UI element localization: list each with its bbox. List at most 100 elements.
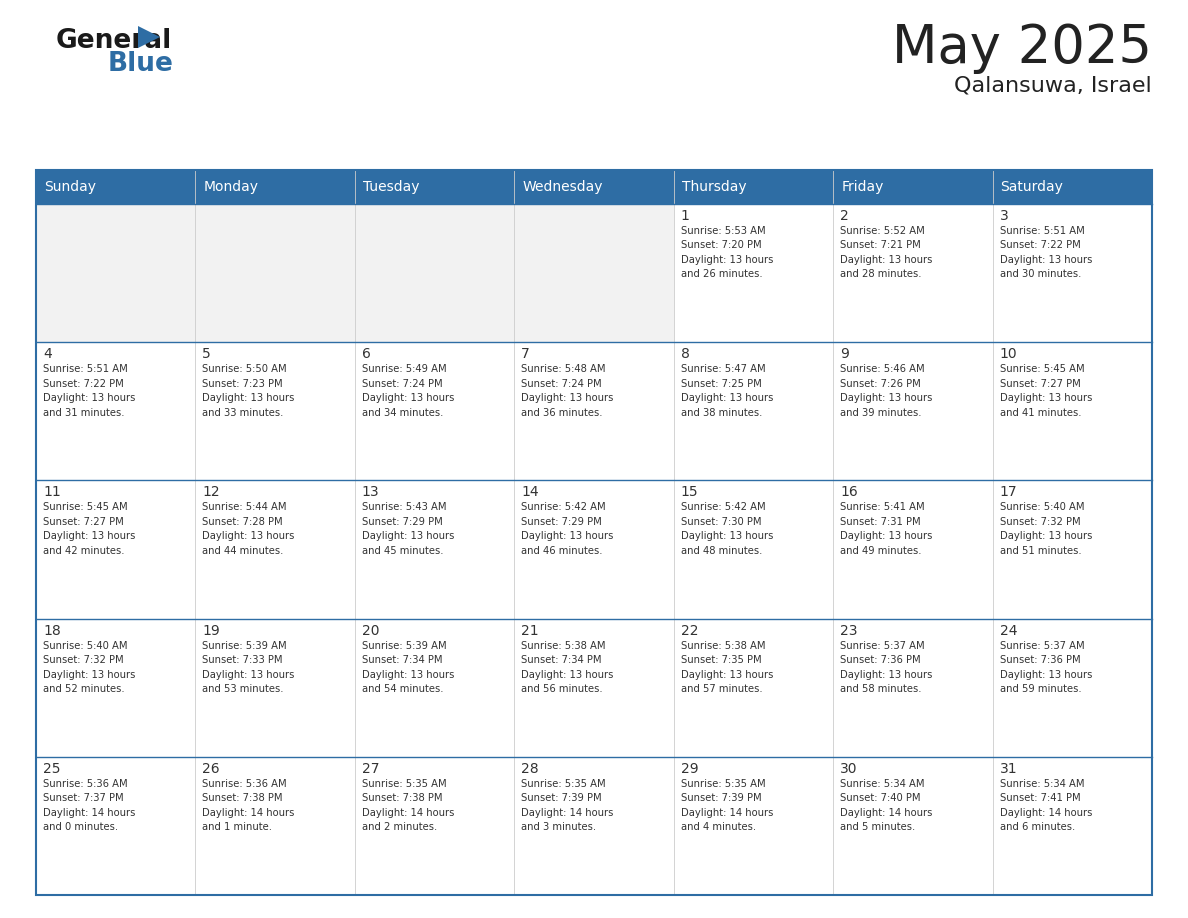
Text: Saturday: Saturday [1000,180,1063,194]
Text: Sunrise: 5:42 AM: Sunrise: 5:42 AM [681,502,765,512]
Text: Sunrise: 5:40 AM: Sunrise: 5:40 AM [999,502,1085,512]
Text: Sunrise: 5:40 AM: Sunrise: 5:40 AM [43,641,127,651]
Text: Daylight: 13 hours: Daylight: 13 hours [999,255,1092,264]
Text: and 54 minutes.: and 54 minutes. [362,684,443,694]
Bar [514,204,674,342]
Text: 28: 28 [522,762,539,776]
Text: Sunrise: 5:47 AM: Sunrise: 5:47 AM [681,364,765,374]
Text: Sunset: 7:24 PM: Sunset: 7:24 PM [362,378,442,388]
Text: Daylight: 14 hours: Daylight: 14 hours [202,808,295,818]
Text: and 0 minutes.: and 0 minutes. [43,823,118,833]
Text: Sunrise: 5:51 AM: Sunrise: 5:51 AM [999,226,1085,236]
Text: Sunset: 7:29 PM: Sunset: 7:29 PM [522,517,602,527]
Polygon shape [138,26,160,48]
Text: Sunset: 7:23 PM: Sunset: 7:23 PM [202,378,283,388]
Text: 23: 23 [840,623,858,638]
Text: Sunset: 7:31 PM: Sunset: 7:31 PM [840,517,921,527]
Text: Sunrise: 5:39 AM: Sunrise: 5:39 AM [202,641,287,651]
Text: Sunrise: 5:52 AM: Sunrise: 5:52 AM [840,226,925,236]
Bar [992,756,1152,895]
Text: Sunrise: 5:36 AM: Sunrise: 5:36 AM [43,778,127,789]
Text: Sunrise: 5:38 AM: Sunrise: 5:38 AM [522,641,606,651]
Text: Daylight: 13 hours: Daylight: 13 hours [522,532,614,542]
Text: Sunset: 7:36 PM: Sunset: 7:36 PM [999,655,1080,665]
Bar [36,756,196,895]
Bar [355,342,514,480]
Text: and 42 minutes.: and 42 minutes. [43,546,125,555]
Bar [355,619,514,756]
Text: Sunrise: 5:38 AM: Sunrise: 5:38 AM [681,641,765,651]
Bar [355,756,514,895]
Text: Sunset: 7:34 PM: Sunset: 7:34 PM [362,655,442,665]
Text: 29: 29 [681,762,699,776]
Text: Sunrise: 5:34 AM: Sunrise: 5:34 AM [999,778,1085,789]
Text: and 53 minutes.: and 53 minutes. [202,684,284,694]
Text: Sunset: 7:29 PM: Sunset: 7:29 PM [362,517,443,527]
Bar [514,619,674,756]
Text: Wednesday: Wednesday [523,180,602,194]
Text: 13: 13 [362,486,379,499]
Text: Daylight: 13 hours: Daylight: 13 hours [681,255,773,264]
Text: Daylight: 14 hours: Daylight: 14 hours [681,808,773,818]
Text: Daylight: 13 hours: Daylight: 13 hours [522,393,614,403]
Text: Daylight: 13 hours: Daylight: 13 hours [362,532,454,542]
Text: 2: 2 [840,208,849,223]
Text: 30: 30 [840,762,858,776]
Text: 22: 22 [681,623,699,638]
Text: Daylight: 14 hours: Daylight: 14 hours [43,808,135,818]
Text: Sunset: 7:38 PM: Sunset: 7:38 PM [362,793,442,803]
Bar [992,619,1152,756]
Bar [674,342,833,480]
Bar [196,619,355,756]
Bar [36,204,196,342]
Text: Sunrise: 5:35 AM: Sunrise: 5:35 AM [522,778,606,789]
Text: Sunset: 7:22 PM: Sunset: 7:22 PM [43,378,124,388]
Text: and 51 minutes.: and 51 minutes. [999,546,1081,555]
Text: Sunset: 7:30 PM: Sunset: 7:30 PM [681,517,762,527]
Text: Sunset: 7:21 PM: Sunset: 7:21 PM [840,241,921,251]
Text: and 6 minutes.: and 6 minutes. [999,823,1075,833]
Text: Daylight: 13 hours: Daylight: 13 hours [43,393,135,403]
Text: 14: 14 [522,486,539,499]
Text: 4: 4 [43,347,52,361]
Text: and 48 minutes.: and 48 minutes. [681,546,762,555]
Text: and 3 minutes.: and 3 minutes. [522,823,596,833]
Text: Sunrise: 5:45 AM: Sunrise: 5:45 AM [43,502,127,512]
Bar [674,619,833,756]
Text: General: General [56,28,172,54]
Text: 21: 21 [522,623,539,638]
Bar [514,756,674,895]
Text: and 59 minutes.: and 59 minutes. [999,684,1081,694]
Text: Sunrise: 5:48 AM: Sunrise: 5:48 AM [522,364,606,374]
Bar [196,204,355,342]
Text: Daylight: 13 hours: Daylight: 13 hours [840,532,933,542]
Text: Thursday: Thursday [682,180,746,194]
Text: Sunset: 7:28 PM: Sunset: 7:28 PM [202,517,283,527]
Text: and 52 minutes.: and 52 minutes. [43,684,125,694]
Text: Sunrise: 5:53 AM: Sunrise: 5:53 AM [681,226,765,236]
Text: Sunrise: 5:50 AM: Sunrise: 5:50 AM [202,364,287,374]
Bar [196,342,355,480]
Bar [833,170,992,204]
Text: and 33 minutes.: and 33 minutes. [202,408,284,418]
Text: Sunrise: 5:41 AM: Sunrise: 5:41 AM [840,502,924,512]
Text: and 31 minutes.: and 31 minutes. [43,408,125,418]
Text: Sunrise: 5:34 AM: Sunrise: 5:34 AM [840,778,924,789]
Text: 24: 24 [999,623,1017,638]
Text: Sunrise: 5:43 AM: Sunrise: 5:43 AM [362,502,447,512]
Text: and 5 minutes.: and 5 minutes. [840,823,916,833]
Text: Tuesday: Tuesday [362,180,419,194]
Text: 10: 10 [999,347,1017,361]
Bar [514,170,674,204]
Text: Sunrise: 5:51 AM: Sunrise: 5:51 AM [43,364,128,374]
Text: 31: 31 [999,762,1017,776]
Bar [992,204,1152,342]
Text: Sunset: 7:26 PM: Sunset: 7:26 PM [840,378,921,388]
Text: and 44 minutes.: and 44 minutes. [202,546,284,555]
Text: Sunset: 7:27 PM: Sunset: 7:27 PM [43,517,124,527]
Text: and 49 minutes.: and 49 minutes. [840,546,922,555]
Text: Daylight: 13 hours: Daylight: 13 hours [999,393,1092,403]
Bar [674,204,833,342]
Text: 18: 18 [43,623,61,638]
Text: Sunset: 7:22 PM: Sunset: 7:22 PM [999,241,1080,251]
